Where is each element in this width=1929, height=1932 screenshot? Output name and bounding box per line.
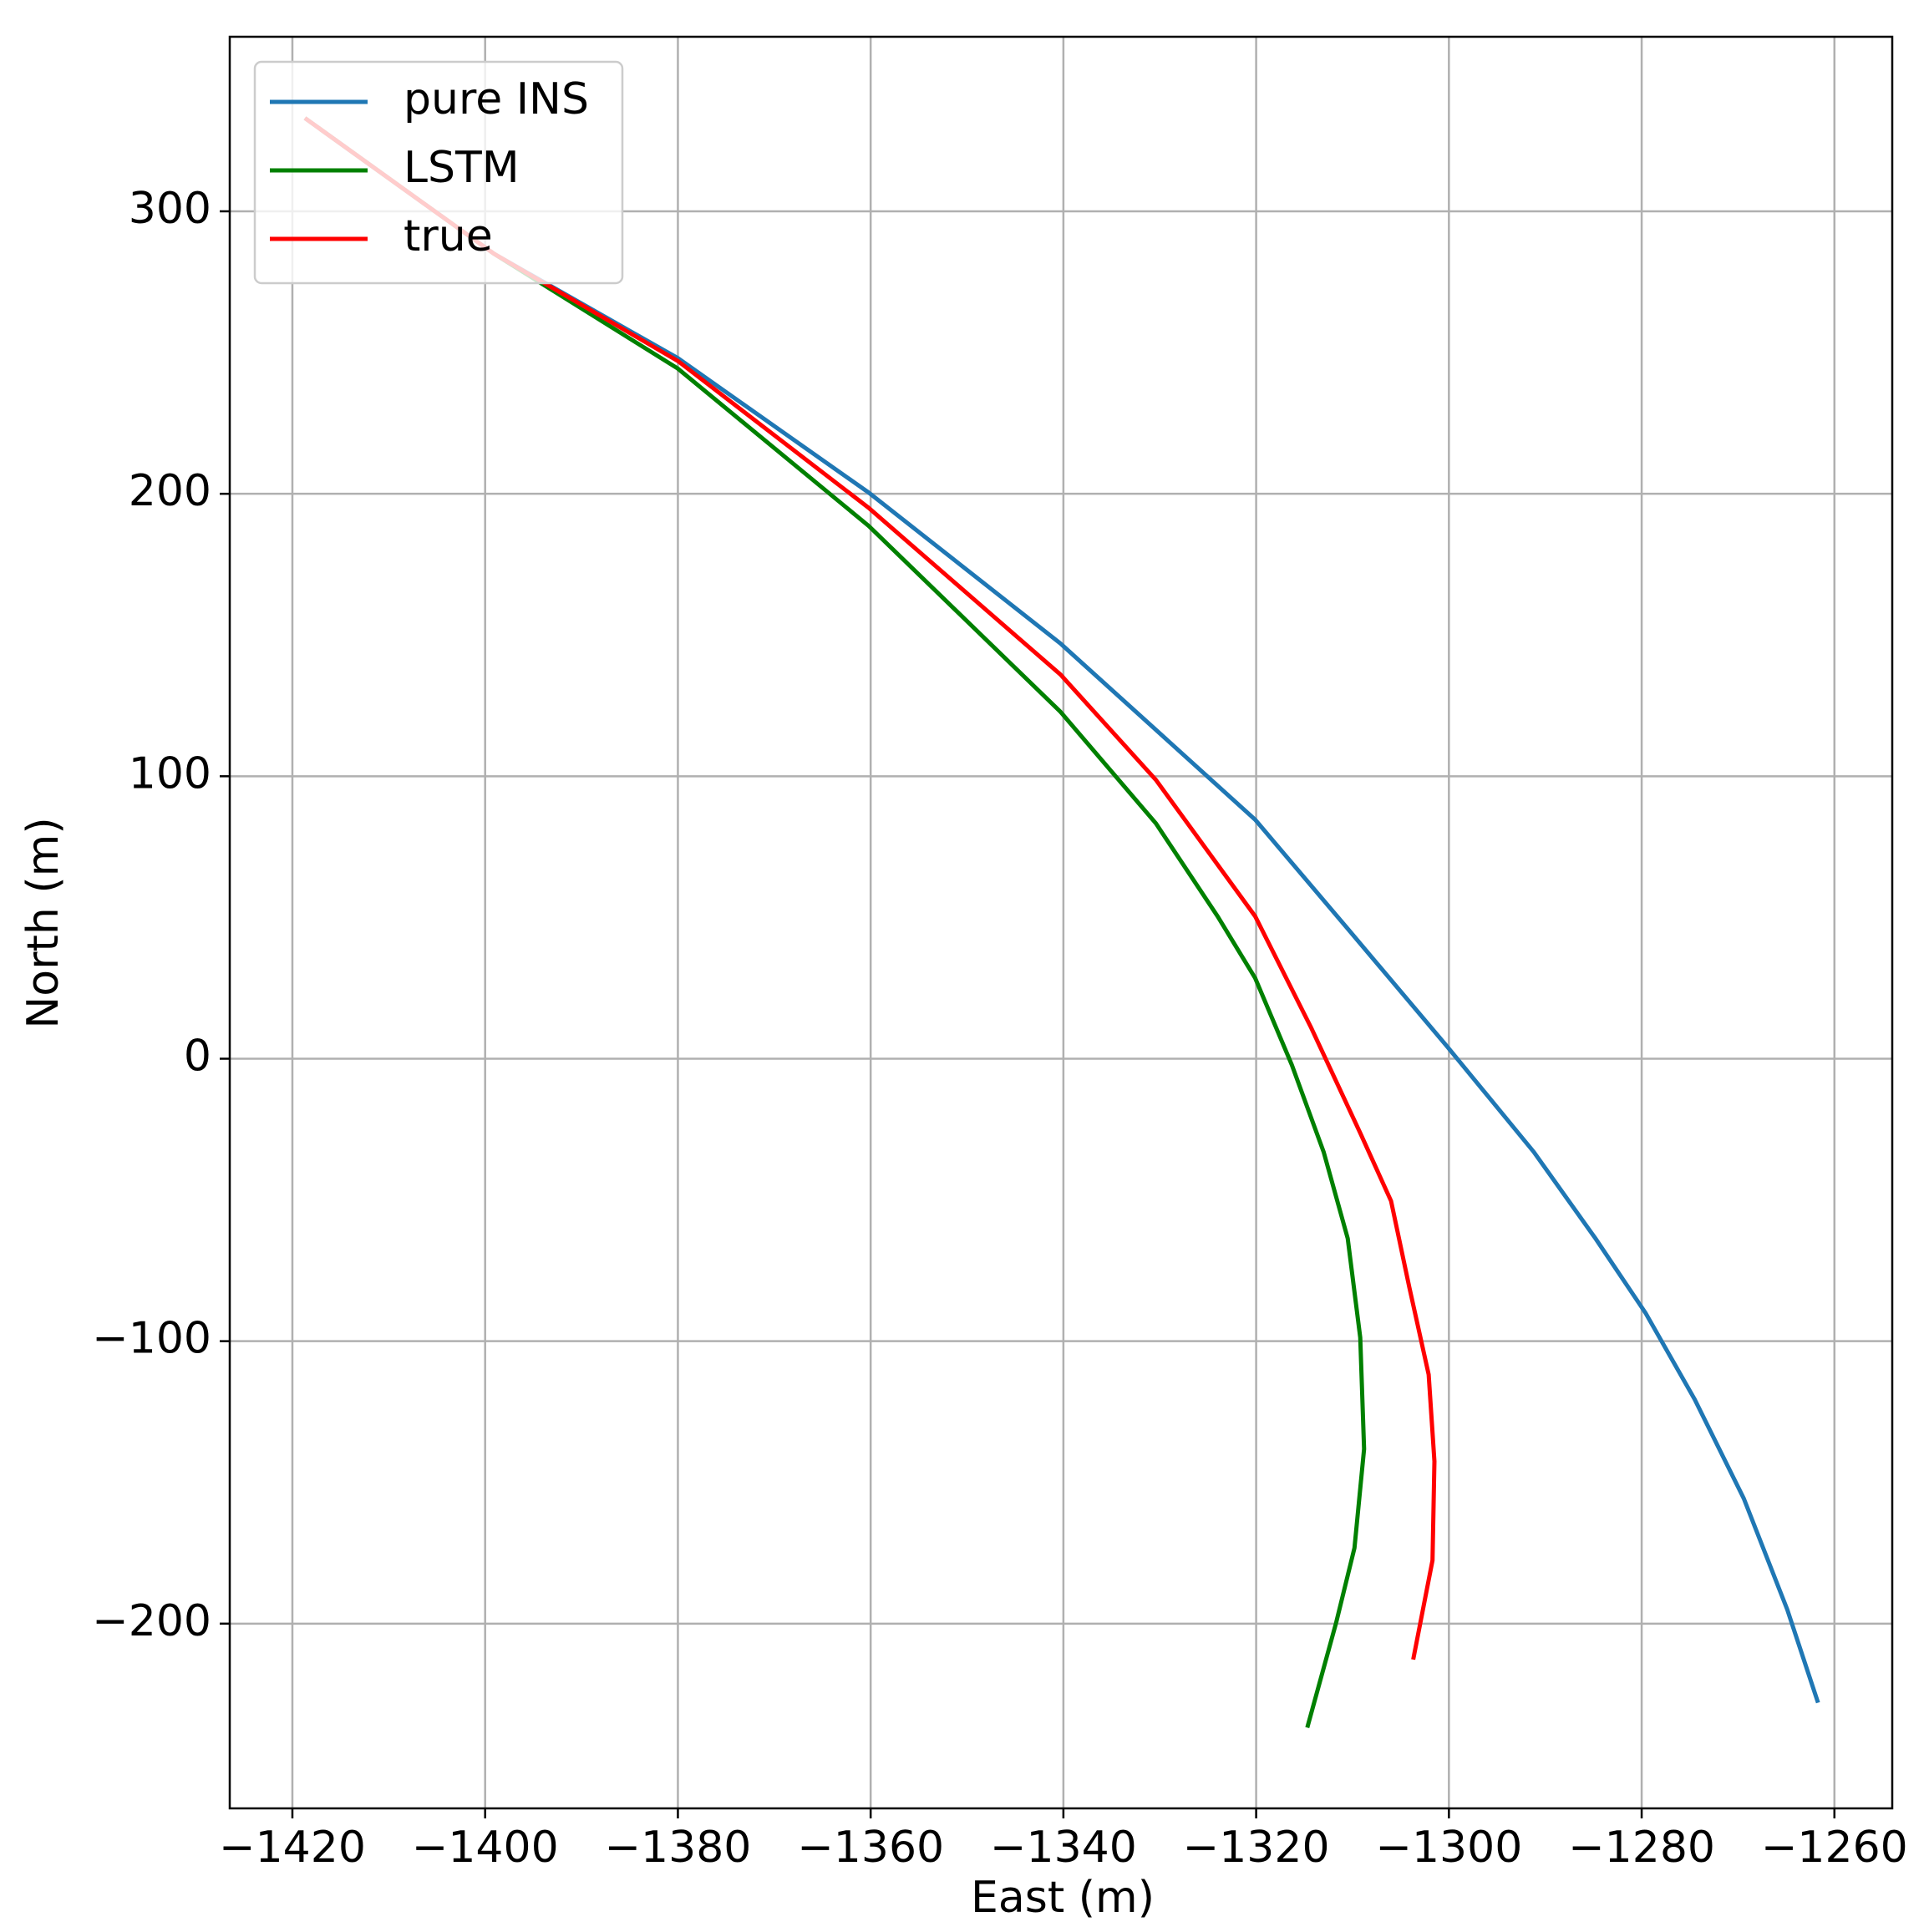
legend: pure INS LSTM true <box>253 60 624 285</box>
series-line <box>303 116 1367 1728</box>
legend-label: true <box>404 211 493 261</box>
x-tick-label: −1360 <box>797 1823 944 1873</box>
legend-label: LSTM <box>404 143 520 193</box>
y-tick-label: −200 <box>92 1596 211 1646</box>
x-axis-label: East (m) <box>971 1873 1155 1923</box>
y-tick-label: 300 <box>129 184 211 234</box>
y-tick-label: 100 <box>129 748 211 799</box>
y-tick-label: 0 <box>184 1031 211 1081</box>
x-tick-label: −1280 <box>1568 1823 1715 1873</box>
series-line <box>303 116 1820 1704</box>
x-tick-label: −1260 <box>1761 1823 1908 1873</box>
x-tick-label: −1300 <box>1375 1823 1522 1873</box>
legend-box <box>253 60 624 285</box>
y-axis-label: North (m) <box>18 817 69 1028</box>
y-tick-label: 200 <box>129 466 211 516</box>
x-tick-label: −1380 <box>604 1823 751 1873</box>
x-tick-label: −1320 <box>1183 1823 1330 1873</box>
x-tick-label: −1420 <box>219 1823 366 1873</box>
x-tick-label: −1400 <box>412 1823 559 1873</box>
plot-frame <box>228 35 1894 1810</box>
legend-label: pure INS <box>404 74 589 124</box>
x-tick-label: −1340 <box>990 1823 1137 1873</box>
series-line <box>303 116 1437 1661</box>
y-tick-label: −100 <box>92 1314 211 1364</box>
